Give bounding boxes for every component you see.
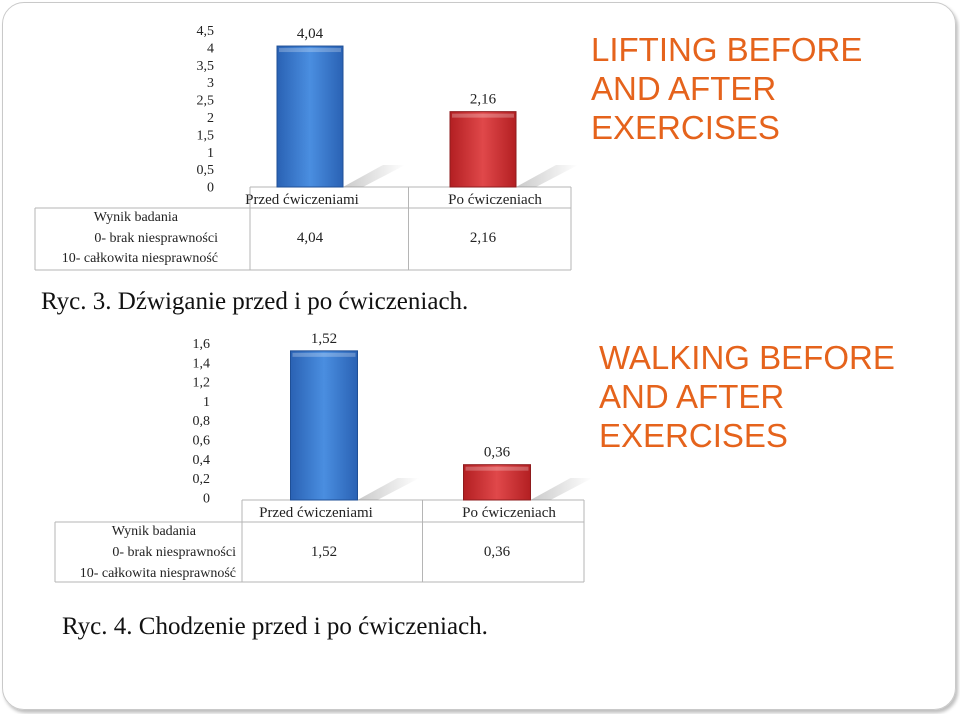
bar-shadow (343, 165, 405, 187)
table-row-label: 0- brak niesprawności (112, 545, 236, 560)
y-tick-label: 0,6 (193, 434, 211, 449)
lifting-title: LIFTING BEFORE AND AFTER EXERCISES (591, 30, 862, 147)
x-tick-label: Przed ćwiczeniami (245, 192, 359, 208)
y-tick-label: 4,5 (197, 24, 215, 39)
bar-highlight (452, 113, 514, 118)
bar-shadow (516, 165, 578, 187)
bar-before (276, 45, 344, 188)
bar-shadow (530, 478, 593, 500)
table-row-label: Wynik badania (94, 210, 179, 225)
data-label: 1,52 (311, 331, 337, 347)
y-tick-label: 0,4 (193, 453, 211, 468)
lifting-title-line: LIFTING BEFORE (591, 31, 863, 68)
chart-walking: 1,6 1,4 1,2 1 0,8 0,6 0,4 0,2 0 1,52 Przed ćwiczen… (54, 331, 593, 583)
y-tick-label: 3 (207, 76, 214, 91)
data-label: 2,16 (470, 92, 497, 108)
table-row-label: 0- brak niesprawności (94, 231, 218, 246)
lifting-title-line: AND AFTER (591, 70, 777, 107)
y-tick-label: 0,8 (193, 414, 211, 429)
table-value: 4,04 (297, 230, 324, 246)
x-tick-label: Po ćwiczeniach (448, 192, 542, 208)
lifting-title-line: EXERCISES (591, 109, 780, 146)
y-tick-label: 0,2 (193, 472, 211, 487)
bar-highlight (292, 352, 356, 357)
y-tick-label: 4 (207, 41, 214, 56)
table-row-label: Wynik badania (112, 524, 197, 539)
y-tick-label: 0 (207, 181, 214, 196)
y-tick-label: 0,5 (197, 163, 215, 178)
y-tick-label: 3,5 (197, 59, 215, 74)
chart-lifting: 4,5 4 3,5 3 2,5 2 1,5 1 0,5 0 4,04 Przed ćwiczeniam… (34, 24, 578, 271)
data-label: 0,36 (484, 445, 511, 461)
figure-caption-4: Ryc. 4. Chodzenie przed i po ćwiczeniach… (62, 613, 488, 640)
walking-title-line: EXERCISES (599, 417, 788, 454)
y-tick-label: 1,6 (193, 337, 211, 352)
walking-title: WALKING BEFORE AND AFTER EXERCISES (599, 338, 895, 455)
table-value: 1,52 (311, 544, 337, 560)
x-tick-label: Przed ćwiczeniami (259, 505, 373, 521)
table-row-label: 10- całkowita niesprawność (62, 251, 218, 266)
bar-after (449, 111, 517, 188)
table-row-label: 10- całkowita niesprawność (80, 566, 236, 581)
table-value: 0,36 (484, 544, 511, 560)
data-label: 4,04 (297, 26, 324, 42)
y-tick-label: 1 (207, 146, 214, 161)
y-tick-label: 2,5 (197, 94, 215, 109)
y-tick-label: 2 (207, 111, 214, 126)
bar-after (463, 464, 531, 501)
figure-caption-3: Ryc. 3. Dźwiganie przed i po ćwiczeniach… (41, 288, 469, 315)
bar-highlight (279, 48, 341, 53)
bar-highlight (465, 466, 529, 471)
bar-before (290, 350, 358, 501)
y-tick-label: 0 (203, 491, 210, 506)
walking-title-line: AND AFTER (599, 378, 785, 415)
y-tick-label: 1 (203, 395, 210, 410)
x-tick-label: Po ćwiczeniach (462, 505, 556, 521)
bar-shadow (357, 478, 420, 500)
y-tick-label: 1,2 (193, 376, 211, 391)
y-tick-label: 1,5 (197, 128, 215, 143)
walking-title-line: WALKING BEFORE (599, 339, 895, 376)
y-tick-label: 1,4 (193, 356, 211, 371)
table-value: 2,16 (470, 230, 497, 246)
